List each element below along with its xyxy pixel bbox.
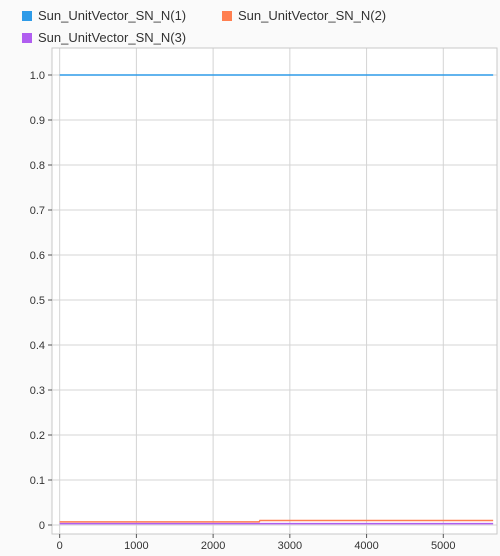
x-tick-label-3: 3000 bbox=[278, 540, 302, 552]
x-tick-label-0: 0 bbox=[57, 540, 63, 552]
series-line-2 bbox=[59, 519, 494, 523]
y-tick-label-0: 0 bbox=[39, 520, 45, 532]
plot-background bbox=[52, 48, 497, 534]
legend-label-series-1: Sun_UnitVector_SN_N(1) bbox=[38, 8, 187, 23]
y-tick-label-4: 0.4 bbox=[30, 340, 45, 352]
y-tick-label-8: 0.8 bbox=[30, 160, 45, 172]
x-tick-label-2: 2000 bbox=[201, 540, 225, 552]
y-tick-label-2: 0.2 bbox=[30, 430, 45, 442]
x-tick-label-5: 5000 bbox=[431, 540, 455, 552]
legend-swatch-series-2 bbox=[222, 10, 232, 21]
y-tick-label-9: 0.9 bbox=[30, 115, 45, 127]
plot-frame bbox=[51, 47, 498, 535]
legend-label-series-2: Sun_UnitVector_SN_N(2) bbox=[238, 8, 387, 23]
x-tick-label-1: 1000 bbox=[124, 540, 148, 552]
y-tick-label-1: 0.1 bbox=[30, 475, 45, 487]
x-tick-label-4: 4000 bbox=[354, 540, 378, 552]
y-tick-label-6: 0.6 bbox=[30, 250, 45, 262]
y-tick-label-5: 0.5 bbox=[30, 295, 45, 307]
y-tick-label-10: 1.0 bbox=[30, 70, 45, 82]
legend-item-series-2[interactable]: Sun_UnitVector_SN_N(2) bbox=[222, 8, 386, 23]
legend-item-series-3[interactable]: Sun_UnitVector_SN_N(3) bbox=[22, 30, 186, 45]
y-tick-label-7: 0.7 bbox=[30, 205, 45, 217]
y-tick-label-3: 0.3 bbox=[30, 385, 45, 397]
legend-item-series-1[interactable]: Sun_UnitVector_SN_N(1) bbox=[22, 8, 186, 23]
legend-swatch-series-3 bbox=[22, 32, 32, 43]
legend-swatch-series-1 bbox=[22, 10, 32, 21]
legend-label-series-3: Sun_UnitVector_SN_N(3) bbox=[38, 30, 187, 45]
